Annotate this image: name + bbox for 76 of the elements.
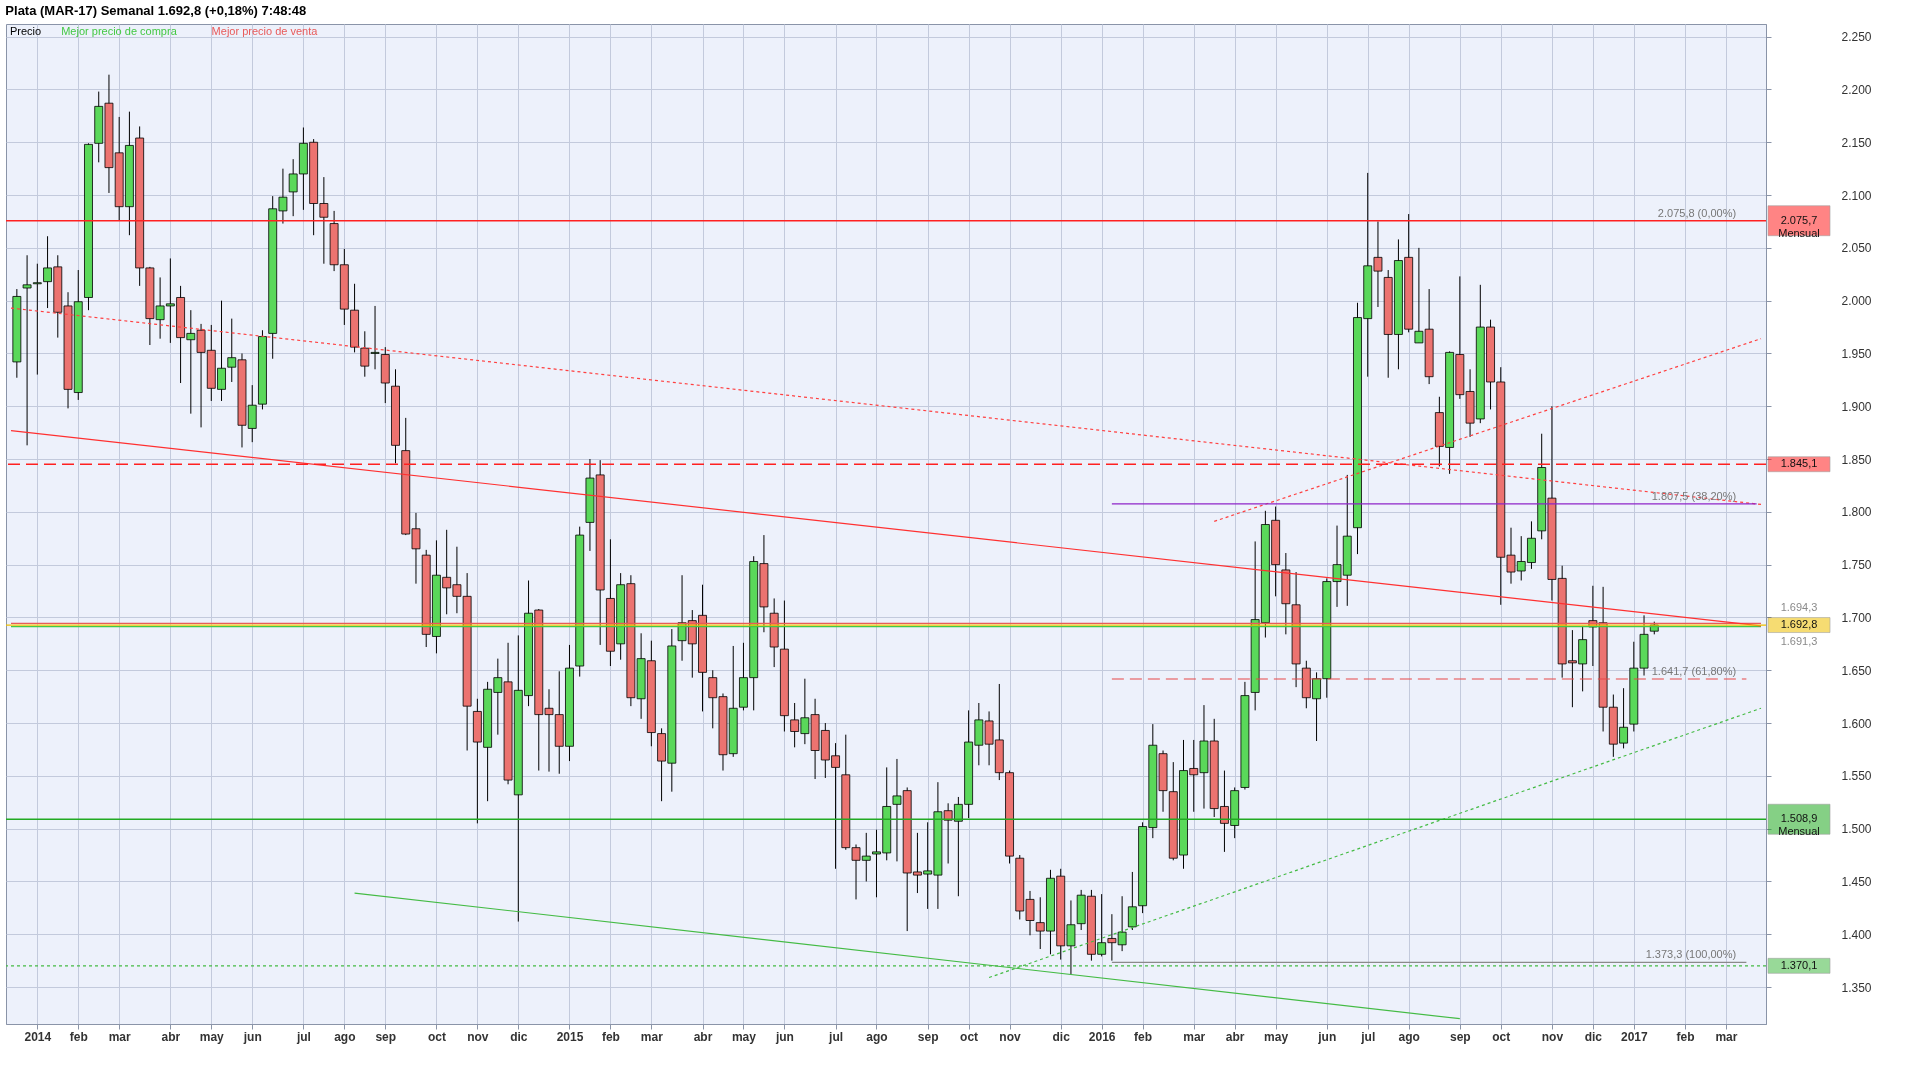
y-tick-label: 1.650 (1841, 663, 1872, 678)
x-tick-label: 2015 (556, 1029, 584, 1044)
x-tick-label: mar (108, 1029, 132, 1044)
text: Mejor precio de compra (61, 25, 178, 37)
chart-title: Plata (MAR-17) Semanal 1.692,8 (+0,18%) 7:48:48 (5, 3, 307, 18)
x-tick-label: 2014 (24, 1029, 52, 1044)
x-tick-label: dic (1584, 1029, 1603, 1044)
text: Precio (10, 25, 42, 37)
x-tick-label: jun (242, 1029, 262, 1044)
y-tick-label: 1.350 (1841, 980, 1872, 995)
y-tick-label: 1.700 (1841, 610, 1872, 625)
x-tick-label: abr (161, 1029, 181, 1044)
annotation: 1.641,7 (61,80%) (1651, 665, 1737, 678)
y-tick-label: 1.600 (1841, 716, 1872, 731)
x-tick-label: may (1264, 1029, 1289, 1044)
ref-line-label: 1.845,1 (1780, 457, 1818, 470)
x-tick-label: mar (640, 1029, 664, 1044)
x-tick-label: 2017 (1620, 1029, 1648, 1044)
x-tick-label: dic (1052, 1029, 1071, 1044)
x-tick-label: sep (375, 1029, 397, 1044)
data-label: 1.691,3 (1780, 634, 1818, 647)
x-tick-label: oct (1492, 1029, 1511, 1044)
y-tick-label: 1.800 (1841, 505, 1872, 520)
text: Mejor precio de venta (211, 25, 319, 37)
x-tick-label: may (731, 1029, 757, 1044)
x-tick-label: ago (866, 1029, 888, 1044)
y-tick-label: 2.200 (1841, 82, 1872, 97)
y-tick-label: 1.750 (1841, 558, 1872, 573)
x-tick-label: jun (1317, 1029, 1337, 1044)
x-tick-label: 2016 (1088, 1029, 1116, 1044)
y-tick-label: 1.400 (1841, 927, 1872, 942)
x-tick-label: nov (999, 1029, 1022, 1044)
x-tick-label: jul (1360, 1029, 1376, 1044)
y-tick-label: 1.450 (1841, 874, 1872, 889)
y-tick-label: 1.850 (1841, 452, 1872, 467)
x-tick-label: ago (334, 1029, 356, 1044)
annotation: 1.373,3 (100,00%) (1645, 948, 1737, 961)
x-tick-label: jul (828, 1029, 844, 1044)
candlestick (22, 254, 32, 446)
ref-line-label: 2.075,7 Mensual (1778, 213, 1820, 239)
x-tick-label: ago (1398, 1029, 1420, 1044)
y-tick-label: 2.150 (1841, 135, 1872, 150)
ref-line-label: 1.508,9 Mensual (1778, 812, 1820, 838)
x-tick-label: feb (69, 1029, 88, 1044)
annotation: 2.075,8 (0,00%) (1657, 206, 1737, 219)
data-label: 1.694,3 (1780, 601, 1818, 614)
y-tick-label: 1.550 (1841, 769, 1872, 784)
annotation: 1.807,5 (38,20%) (1651, 489, 1737, 502)
y-tick-label: 2.250 (1841, 30, 1872, 45)
x-tick-label: sep (917, 1029, 939, 1044)
y-tick-label: 2.000 (1841, 294, 1872, 309)
candlestick (32, 263, 42, 376)
x-tick-label: oct (960, 1029, 979, 1044)
ref-line-label: 1.370,1 (1780, 958, 1818, 971)
y-tick-label: 1.900 (1841, 399, 1872, 414)
x-tick-label: feb (1134, 1029, 1153, 1044)
x-tick-label: nov (467, 1029, 489, 1044)
y-tick-label: 2.100 (1841, 188, 1872, 203)
x-tick-label: feb (1676, 1029, 1695, 1044)
y-tick-label: 1.950 (1841, 346, 1872, 361)
x-tick-label: dic (510, 1029, 528, 1044)
x-tick-label: mar (1715, 1029, 1738, 1044)
x-tick-label: abr (693, 1029, 713, 1044)
x-tick-label: may (199, 1029, 225, 1044)
ref-line-label: 1.692,8 (1780, 618, 1818, 631)
x-tick-label: jul (295, 1029, 311, 1044)
x-tick-label: mar (1183, 1029, 1206, 1044)
y-tick-label: 2.050 (1841, 241, 1872, 256)
x-tick-label: oct (427, 1029, 446, 1044)
x-tick-label: sep (1449, 1029, 1471, 1044)
x-tick-label: jun (774, 1029, 794, 1044)
y-tick-label: 1.500 (1841, 822, 1872, 837)
candlestick (1127, 871, 1137, 931)
x-tick-label: feb (601, 1029, 620, 1044)
x-tick-label: nov (1541, 1029, 1564, 1044)
x-tick-label: abr (1225, 1029, 1245, 1044)
